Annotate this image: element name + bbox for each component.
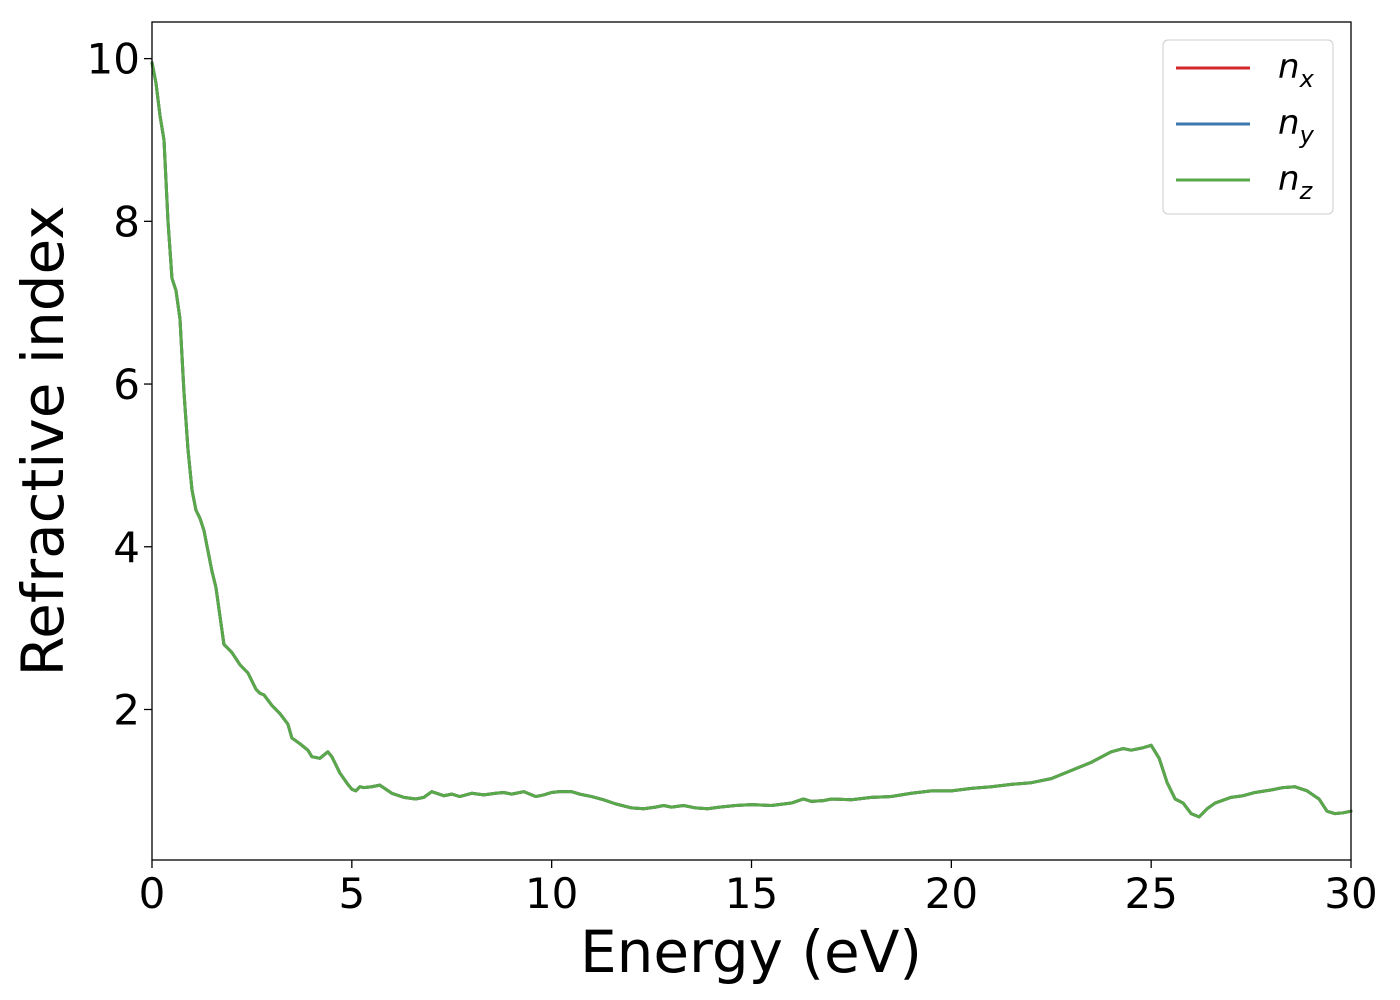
x-tick-label: 30: [1324, 869, 1377, 918]
plot-area: [152, 22, 1351, 860]
y-tick-label: 10: [87, 35, 140, 84]
y-tick-label: 6: [113, 360, 140, 409]
y-tick-label: 4: [113, 523, 140, 572]
x-tick-label: 0: [139, 869, 166, 918]
legend-box: [1162, 39, 1334, 215]
y-tick-label: 8: [113, 197, 140, 246]
y-axis-label: Refractive index: [9, 205, 77, 676]
x-axis-label: Energy (eV): [580, 918, 922, 986]
x-tick-label: 15: [725, 869, 778, 918]
series-line-nz: [150, 61, 1353, 819]
x-tick-label: 20: [925, 869, 978, 918]
series-lines: [150, 61, 1353, 819]
y-axis-ticks: 2 4 6 8 10: [87, 35, 152, 734]
x-tick-label: 10: [525, 869, 578, 918]
x-tick-label: 25: [1124, 869, 1177, 918]
y-tick-label: 2: [113, 685, 140, 734]
x-axis-ticks: 0 5 10 15 20 25 30: [139, 860, 1378, 918]
x-tick-label: 5: [338, 869, 365, 918]
